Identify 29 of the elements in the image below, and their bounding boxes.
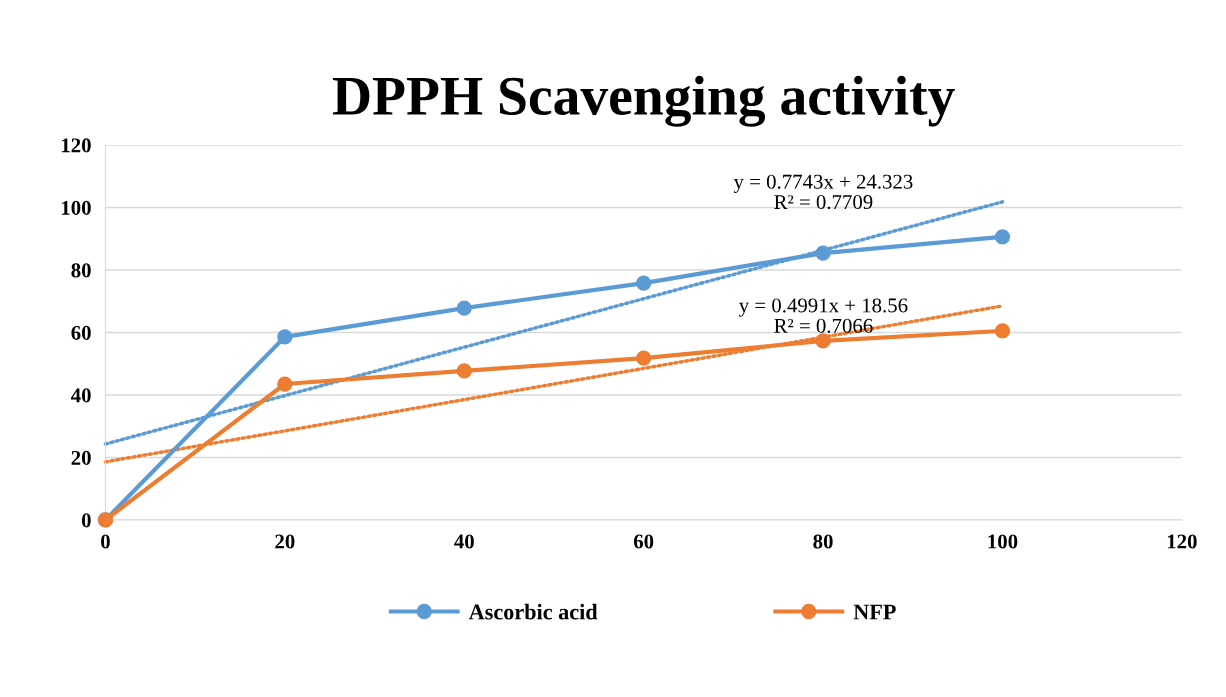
y-tick-label: 20 <box>71 450 91 465</box>
x-tick-label: 60 <box>633 534 654 549</box>
y-tick-label: 60 <box>71 325 91 340</box>
point <box>815 245 831 261</box>
point <box>994 229 1011 245</box>
point <box>636 350 652 366</box>
x-tick-label: 80 <box>813 534 833 549</box>
point <box>636 275 652 291</box>
y-tick-label: 100 <box>61 200 91 215</box>
point <box>815 333 831 349</box>
legend-label: NFP <box>853 604 896 620</box>
x-tick-label: 100 <box>988 534 1018 549</box>
point <box>456 300 472 316</box>
point <box>277 329 293 345</box>
point <box>456 363 472 379</box>
point <box>994 323 1011 339</box>
annotation: y = 0.4991x + 18.56 R² = 0.7066 <box>739 298 908 333</box>
y-tick-label: 0 <box>81 513 91 528</box>
point <box>277 376 293 392</box>
x-tick-label: 120 <box>1167 534 1197 549</box>
legend-label: Ascorbic acid <box>468 603 598 620</box>
x-tick-label: 0 <box>101 534 110 549</box>
annotation: y = 0.7743x + 24.323 R² = 0.7709 <box>733 174 913 210</box>
x-tick-label: 40 <box>454 534 474 549</box>
y-tick-label: 120 <box>61 138 91 153</box>
x-tick-label: 20 <box>275 534 295 549</box>
y-tick-label: 80 <box>71 263 91 278</box>
chart-title: DPPH Scavenging activity <box>332 75 955 127</box>
y-tick-label: 40 <box>71 388 91 403</box>
